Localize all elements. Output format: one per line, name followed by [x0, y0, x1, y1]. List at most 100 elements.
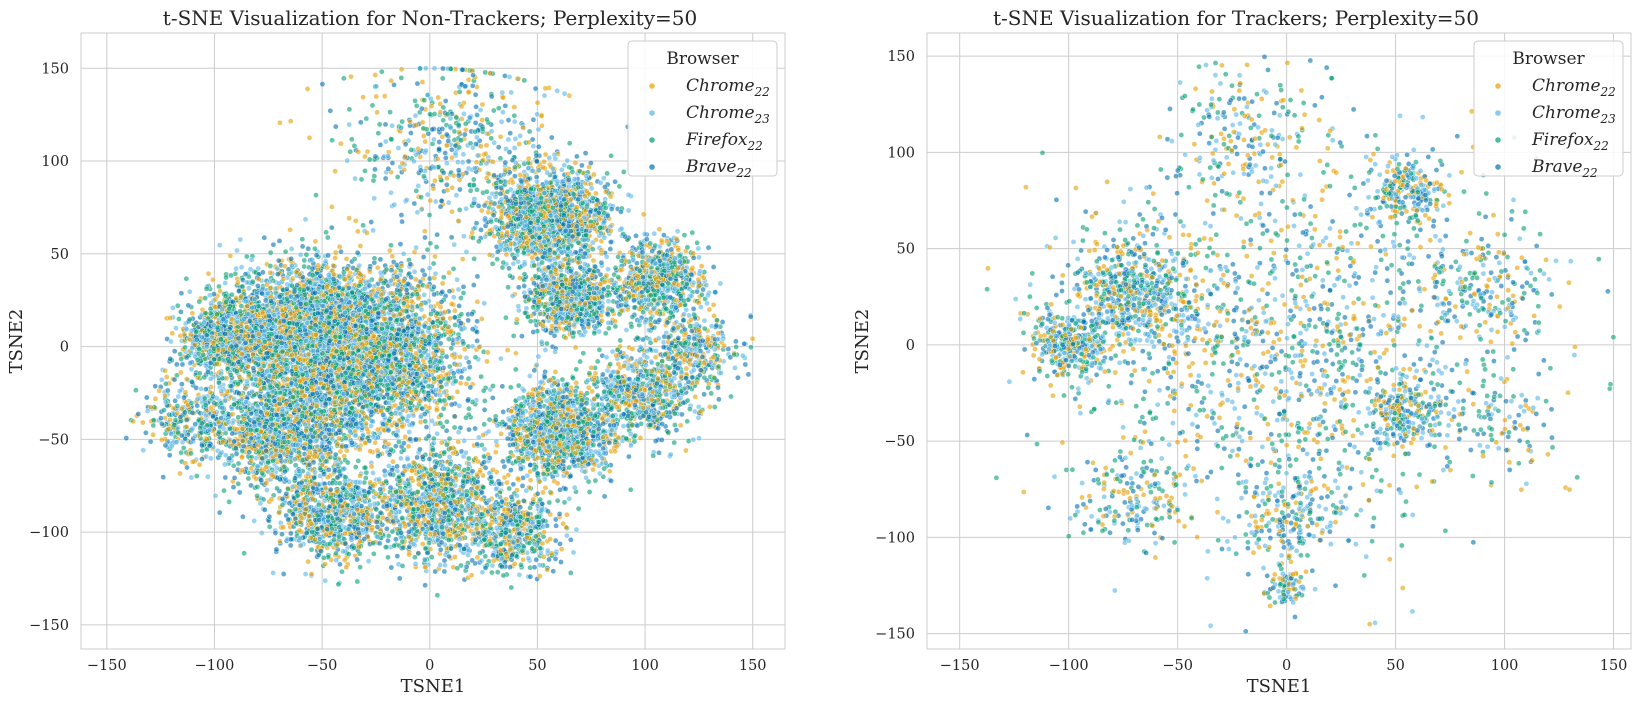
point-Brave22: [473, 120, 478, 125]
point-Brave22: [408, 130, 413, 135]
point-Chrome22: [333, 255, 338, 260]
point-Chrome22: [344, 565, 349, 570]
point-Brave22: [452, 414, 457, 419]
point-Chrome23: [606, 299, 611, 304]
point-Firefox22: [358, 565, 363, 570]
point-Chrome22: [428, 198, 433, 203]
point-Brave22: [144, 395, 149, 400]
point-Chrome23: [411, 413, 416, 418]
point-Brave22: [337, 562, 342, 567]
point-Brave22: [613, 179, 618, 184]
point-Firefox22: [728, 394, 733, 399]
point-Brave22: [443, 155, 448, 160]
point-Chrome22: [140, 420, 145, 425]
point-Brave22: [179, 291, 184, 296]
point-Chrome22: [447, 270, 452, 275]
point-Chrome22: [157, 388, 162, 393]
point-Brave22: [706, 245, 711, 250]
point-Brave22: [533, 86, 538, 91]
point-Chrome22: [178, 370, 183, 375]
point-Chrome23: [170, 305, 175, 310]
point-Chrome22: [375, 110, 380, 115]
point-Brave22: [458, 320, 463, 325]
point-Brave22: [656, 450, 661, 455]
point-Chrome23: [442, 563, 447, 568]
point-Firefox22: [302, 264, 307, 269]
point-Brave22: [415, 81, 420, 86]
point-Firefox22: [415, 489, 420, 494]
point-Firefox22: [236, 481, 241, 486]
point-Firefox22: [496, 106, 501, 111]
point-Firefox22: [490, 261, 495, 266]
point-Chrome22: [190, 311, 195, 316]
point-Chrome22: [593, 191, 598, 196]
point-Chrome23: [455, 160, 460, 165]
point-Chrome23: [323, 578, 328, 583]
point-Chrome23: [396, 145, 401, 150]
chart-title: t-SNE Visualization for Non-Trackers; Pe…: [163, 6, 697, 30]
point-Firefox22: [709, 391, 714, 396]
point-Firefox22: [482, 422, 487, 427]
point-Brave22: [661, 233, 666, 238]
point-Chrome22: [365, 149, 370, 154]
point-Chrome22: [591, 258, 596, 263]
point-Firefox22: [503, 315, 508, 320]
point-Brave22: [444, 182, 449, 187]
point-Chrome22: [344, 256, 349, 261]
point-Chrome23: [446, 200, 451, 205]
point-Firefox22: [309, 547, 314, 552]
point-Chrome23: [696, 246, 701, 251]
point-Brave22: [583, 151, 588, 156]
point-Firefox22: [544, 341, 549, 346]
point-Brave22: [179, 382, 184, 387]
point-Firefox22: [179, 450, 184, 455]
point-Chrome23: [681, 312, 686, 317]
point-Chrome22: [548, 536, 553, 541]
point-Chrome23: [252, 518, 257, 523]
point-Brave22: [568, 537, 573, 542]
point-Chrome23: [298, 252, 303, 257]
point-Firefox22: [325, 235, 330, 240]
point-Firefox22: [175, 303, 180, 308]
point-Chrome23: [347, 122, 352, 127]
point-Brave22: [277, 238, 282, 243]
point-Chrome23: [259, 530, 264, 535]
point-Chrome22: [517, 141, 522, 146]
point-Chrome22: [390, 254, 395, 259]
point-Chrome23: [189, 475, 194, 480]
point-Chrome22: [456, 439, 461, 444]
point-Chrome23: [499, 119, 504, 124]
point-Chrome23: [464, 249, 469, 254]
point-Firefox22: [672, 422, 677, 427]
point-Chrome23: [444, 161, 449, 166]
point-Chrome23: [303, 217, 308, 222]
point-Firefox22: [229, 273, 234, 278]
point-Brave22: [502, 73, 507, 78]
point-Firefox22: [441, 275, 446, 280]
point-Chrome22: [228, 253, 233, 258]
point-Firefox22: [451, 266, 456, 271]
point-Brave22: [491, 173, 496, 178]
point-Chrome22: [333, 169, 338, 174]
point-Chrome23: [173, 326, 178, 331]
point-Firefox22: [449, 346, 454, 351]
point-Chrome22: [313, 239, 318, 244]
point-Brave22: [532, 368, 537, 373]
point-Chrome22: [449, 209, 454, 214]
point-Brave22: [378, 142, 383, 147]
point-Chrome22: [590, 467, 595, 472]
point-Brave22: [716, 397, 721, 402]
point-Chrome22: [485, 350, 490, 355]
point-Chrome22: [504, 480, 509, 485]
point-Brave22: [466, 427, 471, 432]
point-Firefox22: [377, 122, 382, 127]
point-Firefox22: [527, 129, 532, 134]
point-Firefox22: [522, 78, 527, 83]
point-Chrome22: [390, 459, 395, 464]
point-Chrome22: [711, 302, 716, 307]
point-Firefox22: [356, 458, 361, 463]
point-Firefox22: [482, 398, 487, 403]
point-Firefox22: [388, 243, 393, 248]
point-Chrome22: [475, 299, 480, 304]
